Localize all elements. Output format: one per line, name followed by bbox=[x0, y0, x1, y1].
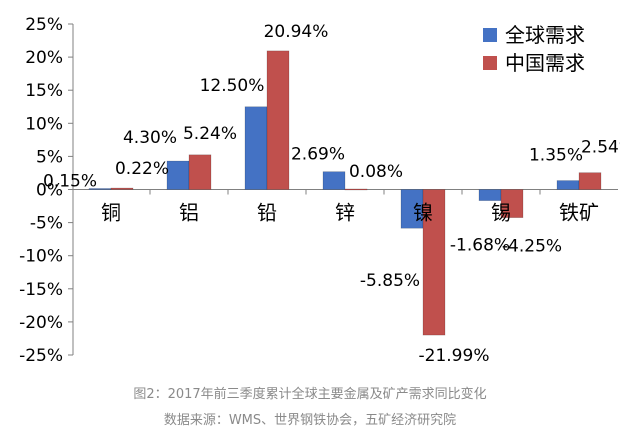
data-label-global: 2.69% bbox=[291, 145, 345, 165]
category-label: 铜 bbox=[101, 201, 121, 225]
bar-china bbox=[110, 187, 134, 190]
bar-china bbox=[422, 189, 446, 336]
category-label: 锡 bbox=[491, 201, 511, 225]
data-label-global: -5.85% bbox=[360, 271, 420, 291]
legend-swatch bbox=[483, 28, 497, 42]
bar-global bbox=[244, 106, 268, 190]
y-tick-label: 10% bbox=[25, 114, 63, 134]
y-tick-label: 25% bbox=[25, 15, 63, 35]
data-label-global: 0.15% bbox=[43, 172, 97, 192]
legend-label: 全球需求 bbox=[505, 23, 585, 47]
bar-global bbox=[478, 189, 502, 201]
category-label: 镍 bbox=[413, 201, 433, 225]
y-tick-label: 5% bbox=[36, 147, 63, 167]
y-tick-label: -10% bbox=[19, 247, 63, 267]
data-label-china: 2.54% bbox=[581, 138, 620, 158]
y-tick-label: -25% bbox=[19, 346, 63, 366]
data-label-china: 0.08% bbox=[349, 162, 403, 182]
bar-china bbox=[500, 189, 524, 218]
bar-china bbox=[266, 50, 290, 190]
y-tick-label: -5% bbox=[30, 214, 63, 234]
legend-swatch bbox=[483, 56, 497, 70]
category-label: 铝 bbox=[179, 201, 199, 225]
bar-china bbox=[188, 154, 212, 190]
data-label-china: -4.25% bbox=[502, 237, 562, 257]
y-tick-label: 20% bbox=[25, 48, 63, 68]
bar-china bbox=[578, 172, 602, 190]
bar-chart: 25% 20% 15% 10% 5% 0% -5% -10% -15% -20% -25% 铜 铝 铅 锌 镍… bbox=[19, 15, 620, 366]
data-label-global: -1.68% bbox=[450, 236, 510, 256]
bar-global bbox=[556, 180, 580, 190]
category-label: 锌 bbox=[335, 201, 355, 225]
category-label: 铁矿 bbox=[559, 201, 599, 225]
bar-global bbox=[322, 171, 346, 190]
data-label-global: 4.30% bbox=[123, 128, 177, 148]
y-tick-label: -20% bbox=[19, 313, 63, 333]
data-label-china: 5.24% bbox=[183, 124, 237, 144]
data-label-china: 0.22% bbox=[115, 159, 169, 179]
data-source-note: 数据来源：WMS、世界钢铁协会，五矿经济研究院 bbox=[163, 413, 457, 428]
data-label-china: -21.99% bbox=[419, 346, 490, 366]
y-tick-label: 15% bbox=[25, 81, 63, 101]
data-label-china: 20.94% bbox=[264, 22, 329, 42]
legend-label: 中国需求 bbox=[505, 51, 585, 75]
category-label: 铅 bbox=[257, 201, 277, 225]
figure-caption: 图2：2017年前三季度累计全球主要金属及矿产需求同比变化 bbox=[133, 387, 487, 402]
bar-global bbox=[166, 160, 190, 190]
data-label-global: 12.50% bbox=[200, 76, 265, 96]
bar-china bbox=[344, 188, 368, 191]
y-tick-label: 0% bbox=[36, 181, 63, 201]
y-tick-label: -15% bbox=[19, 280, 63, 300]
data-label-global: 1.35% bbox=[529, 146, 583, 166]
